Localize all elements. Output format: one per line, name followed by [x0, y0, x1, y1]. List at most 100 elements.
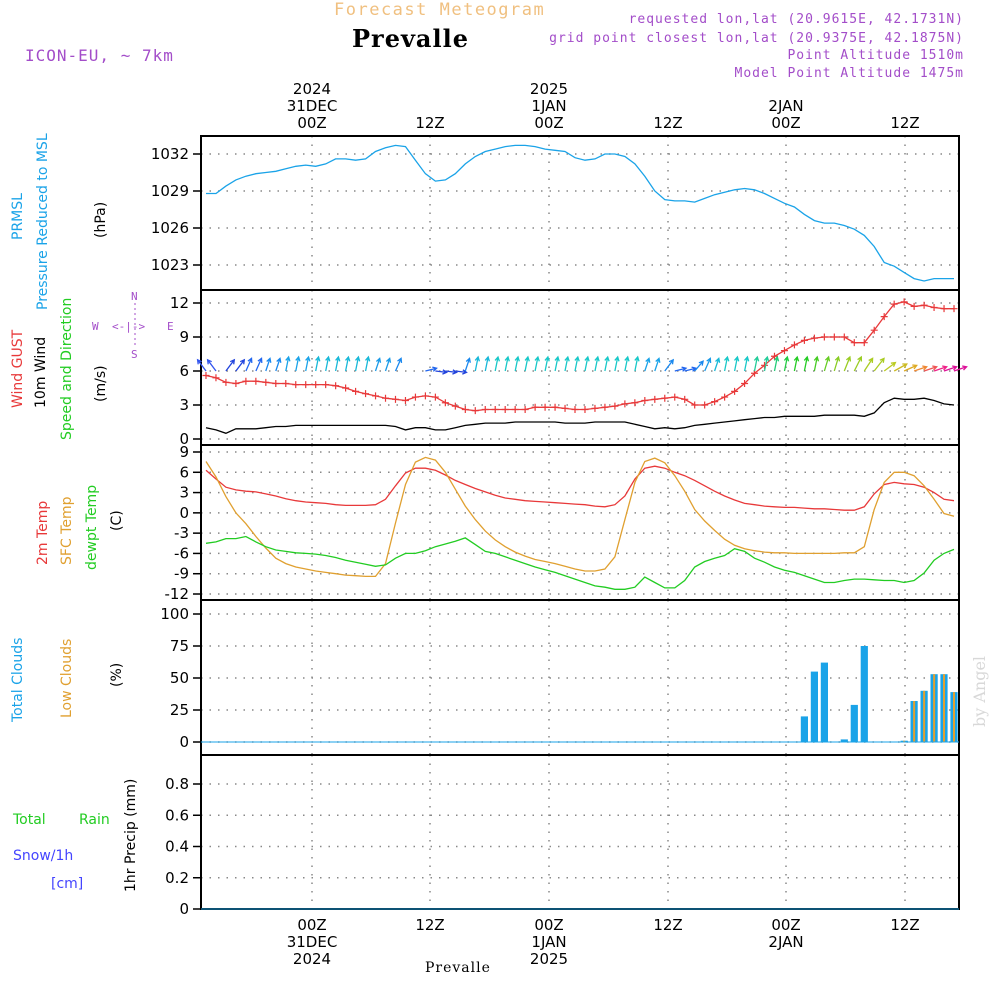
wind-direction-arrow	[554, 355, 560, 372]
bottom-time-label: 31DEC	[287, 933, 338, 951]
gust-marker	[900, 298, 908, 306]
gust-marker	[920, 301, 928, 309]
compass-arrows: <-|->	[112, 320, 145, 333]
wind-direction-arrow	[364, 355, 371, 372]
page-title: Prevalle	[352, 24, 469, 53]
gust-marker	[741, 379, 749, 387]
gust-marker	[770, 352, 778, 360]
wind-direction-arrow	[196, 358, 207, 372]
wind-direction-arrow	[574, 355, 580, 372]
wind-direction-arrow	[445, 369, 458, 375]
wind-direction-arrow	[265, 357, 272, 372]
dewpt-line	[205, 535, 955, 590]
model-label: ICON-EU, ~ 7km	[25, 46, 174, 65]
gust-marker	[511, 406, 519, 414]
wind-direction-arrow	[295, 355, 301, 372]
y-tick-label: 0.6	[165, 806, 189, 824]
gust-marker	[820, 333, 828, 341]
label-cm: [cm]	[51, 876, 83, 892]
wind-direction-arrow	[245, 357, 253, 372]
wind-direction-arrow	[614, 355, 620, 372]
gust-marker	[671, 393, 679, 401]
wind-direction-arrow	[384, 357, 392, 372]
y-tick-label: 50	[170, 669, 189, 687]
label-ms: (m/s)	[93, 365, 109, 402]
total-cloud-bar	[800, 716, 808, 742]
label-pressure-msl: Pressure Reduced to MSL	[35, 133, 51, 310]
y-tick-label: 3	[179, 396, 189, 414]
label-2m-temp: 2m Temp	[35, 501, 51, 565]
y-tick-label: 0.4	[165, 838, 189, 856]
requested-coords: requested lon,lat (20.9615E, 42.1731N)	[629, 12, 964, 27]
label-hpa: (hPa)	[93, 202, 109, 238]
compass-legend: W <-|-> E N S	[92, 290, 174, 361]
top-time-label: 12Z	[890, 114, 919, 132]
wind-direction-arrow	[455, 369, 468, 375]
top-time-label: 00Z	[534, 114, 563, 132]
total-cloud-bar	[820, 662, 828, 742]
gust-marker	[870, 326, 878, 334]
wind-direction-arrow	[235, 358, 246, 372]
wind-direction-arrow	[723, 355, 730, 372]
label-wind-gust: Wind GUST	[10, 329, 26, 408]
wind-direction-arrow	[334, 355, 341, 372]
gust-marker	[481, 406, 489, 414]
bottom-time-label: 00Z	[771, 916, 800, 934]
wind-line	[205, 397, 955, 434]
wind-direction-arrow	[494, 355, 501, 372]
y-tick-label: 1026	[151, 219, 189, 237]
gust-marker	[691, 401, 699, 409]
wind-direction-arrow	[564, 355, 570, 372]
pressure-panel: 1023 1026 1029 1032	[151, 135, 960, 291]
top-time-label: 00Z	[297, 114, 326, 132]
gust-marker	[471, 407, 479, 415]
gust-marker	[302, 381, 310, 389]
gust-marker	[641, 396, 649, 404]
wind-direction-arrow	[813, 355, 820, 372]
gust-marker	[910, 302, 918, 310]
low-cloud-bar	[943, 674, 945, 742]
y-tick-label: -3	[174, 524, 189, 542]
y-tick-label: 1029	[151, 182, 189, 200]
panel-frame	[200, 444, 960, 601]
gust-marker	[352, 387, 360, 395]
wind-direction-arrow	[803, 355, 810, 372]
bottom-time-label: 00Z	[297, 916, 326, 934]
wind-direction-arrow	[604, 355, 610, 372]
gust-marker	[222, 378, 230, 386]
wind-direction-arrow	[733, 355, 740, 372]
wind-direction-arrow	[713, 357, 721, 372]
y-tick-label: 0	[179, 733, 189, 751]
top-time-label: 2JAN	[768, 97, 803, 115]
label-low-clouds: Low Clouds	[59, 639, 75, 718]
wind-direction-arrow	[953, 365, 968, 372]
top-time-label: 00Z	[771, 114, 800, 132]
wind-direction-arrow	[823, 355, 831, 372]
wind-direction-arrow	[843, 355, 852, 372]
gust-marker	[780, 347, 788, 355]
gust-marker	[541, 403, 549, 411]
gust-marker	[242, 377, 250, 385]
wind-direction-arrow	[943, 365, 958, 372]
y-tick-label: 100	[160, 605, 189, 623]
panel-frame	[200, 754, 960, 910]
wind-direction-arrow	[743, 355, 750, 372]
bottom-time-label: 12Z	[890, 916, 919, 934]
wind-direction-arrow	[484, 355, 491, 372]
gust-marker	[860, 339, 868, 347]
panel-frame	[200, 599, 960, 756]
gust-marker	[372, 392, 380, 400]
y-tick-label: 0	[179, 430, 189, 448]
bottom-time-label: 12Z	[653, 916, 682, 934]
gust-marker	[272, 379, 280, 387]
bottom-time-label: 1JAN	[531, 933, 566, 951]
gust-marker	[202, 372, 210, 380]
gust-marker	[581, 406, 589, 414]
y-tick-label: -9	[174, 565, 189, 583]
y-tick-label: 1023	[151, 256, 189, 274]
y-tick-label: 3	[179, 484, 189, 502]
gust-marker	[292, 381, 300, 389]
gust-marker	[232, 379, 240, 387]
